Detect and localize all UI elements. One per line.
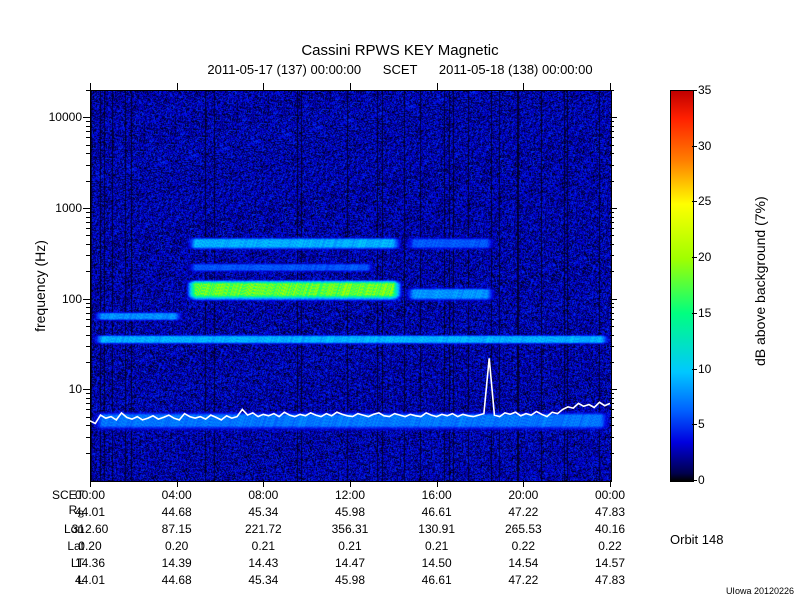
table-cell: 14.43 — [220, 556, 307, 570]
table-cell: 14.57 — [567, 556, 654, 570]
table-cell: 0.22 — [567, 539, 654, 553]
table-cell: 40.16 — [567, 522, 654, 536]
chart-subtitle: 2011-05-17 (137) 00:00:00 SCET 2011-05-1… — [0, 62, 800, 77]
figure-root: Cassini RPWS KEY Magnetic 2011-05-17 (13… — [0, 0, 800, 600]
orbit-annotation: Orbit 148 — [670, 532, 723, 547]
table-cell: 312.60 — [47, 522, 134, 536]
table-cell: 47.83 — [567, 573, 654, 587]
table-cell: 265.53 — [480, 522, 567, 536]
table-cell: 16:00 — [393, 488, 480, 502]
table-cell: 47.22 — [480, 573, 567, 587]
table-cell: 00:00 — [47, 488, 134, 502]
ephemeris-table: SCET00:0004:0008:0012:0016:0020:0000:00R… — [36, 486, 90, 588]
spectrogram-plot — [90, 90, 612, 482]
table-cell: 0.21 — [307, 539, 394, 553]
table-cell: 14.50 — [393, 556, 480, 570]
table-cell: 0.20 — [47, 539, 134, 553]
y-tick-label: 10 — [40, 382, 82, 396]
table-cell: 44.01 — [47, 505, 134, 519]
table-cell: 14.47 — [307, 556, 394, 570]
table-cell: 45.98 — [307, 573, 394, 587]
table-cell: 44.68 — [133, 505, 220, 519]
table-cell: 20:00 — [480, 488, 567, 502]
colorbar-tick: 5 — [698, 417, 705, 431]
chart-title: Cassini RPWS KEY Magnetic — [0, 42, 800, 59]
table-cell: 00:00 — [567, 488, 654, 502]
colorbar-tick: 15 — [698, 306, 711, 320]
table-cell: 14.54 — [480, 556, 567, 570]
table-cell: 221.72 — [220, 522, 307, 536]
table-cell: 47.22 — [480, 505, 567, 519]
table-cell: 0.22 — [480, 539, 567, 553]
footer-text: UIowa 20120226 — [726, 586, 794, 596]
table-cell: 08:00 — [220, 488, 307, 502]
table-cell: 87.15 — [133, 522, 220, 536]
y-tick-label: 1000 — [40, 201, 82, 215]
table-cell: 12:00 — [307, 488, 394, 502]
colorbar-tick: 10 — [698, 362, 711, 376]
subtitle-right: 2011-05-18 (138) 00:00:00 — [439, 62, 593, 77]
y-tick-label: 100 — [40, 292, 82, 306]
table-cell: 14.39 — [133, 556, 220, 570]
table-cell: 356.31 — [307, 522, 394, 536]
table-cell: 45.34 — [220, 573, 307, 587]
table-cell: 44.68 — [133, 573, 220, 587]
y-axis-label: frequency (Hz) — [32, 226, 48, 346]
table-cell: 45.34 — [220, 505, 307, 519]
colorbar-tick: 0 — [698, 473, 705, 487]
table-cell: 0.21 — [220, 539, 307, 553]
table-cell: 46.61 — [393, 573, 480, 587]
colorbar-tick: 35 — [698, 83, 711, 97]
table-cell: 46.61 — [393, 505, 480, 519]
table-cell: 130.91 — [393, 522, 480, 536]
subtitle-left: 2011-05-17 (137) 00:00:00 — [207, 62, 361, 77]
table-cell: 44.01 — [47, 573, 134, 587]
table-cell: 14.36 — [47, 556, 134, 570]
table-cell: 0.20 — [133, 539, 220, 553]
colorbar-tick: 20 — [698, 250, 711, 264]
table-cell: 45.98 — [307, 505, 394, 519]
table-cell: 47.83 — [567, 505, 654, 519]
colorbar-tick: 30 — [698, 139, 711, 153]
colorbar-tick: 25 — [698, 194, 711, 208]
colorbar — [670, 90, 694, 482]
table-cell: 0.21 — [393, 539, 480, 553]
y-tick-label: 10000 — [40, 110, 82, 124]
subtitle-mid: SCET — [383, 62, 417, 77]
table-cell: 04:00 — [133, 488, 220, 502]
colorbar-label: dB above background (7%) — [752, 206, 768, 366]
